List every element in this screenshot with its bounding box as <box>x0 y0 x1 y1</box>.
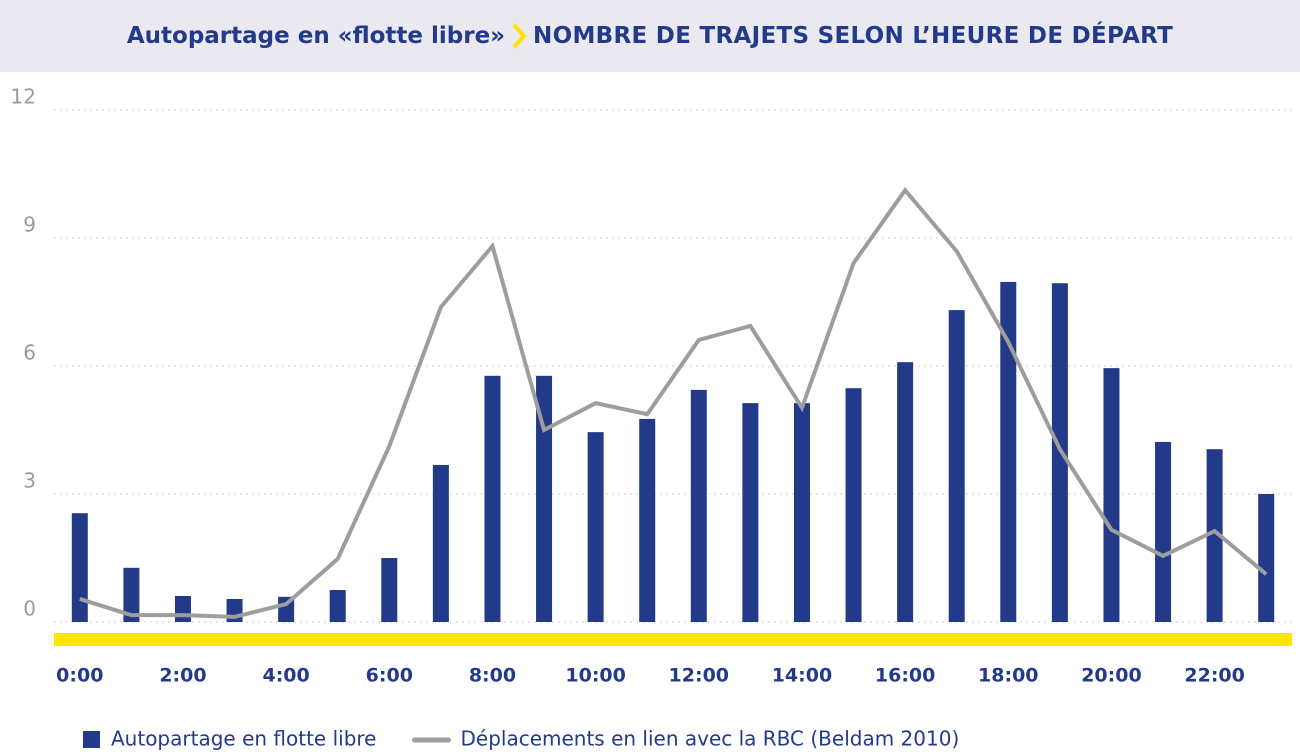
chevron <box>512 23 527 49</box>
chart-subtitle: NOMBRE DE TRAJETS SELON L’HEURE DE DÉPAR… <box>533 23 1174 49</box>
x-tick-label: 14:00 <box>772 665 832 687</box>
x-tick-label: 2:00 <box>159 665 206 687</box>
bar <box>897 362 914 622</box>
bar <box>123 567 140 622</box>
x-tick-label: 8:00 <box>469 665 516 687</box>
y-tick-label: 6 <box>23 341 36 365</box>
x-tick-label: 0:00 <box>56 665 103 687</box>
title-chevron <box>512 23 527 49</box>
legend-swatch <box>83 731 100 748</box>
bar <box>71 513 88 622</box>
bar <box>432 464 449 622</box>
bar <box>1206 449 1223 622</box>
bar <box>1258 494 1275 622</box>
bar <box>329 590 346 622</box>
bar <box>536 375 553 622</box>
y-tick-label: 12 <box>11 85 36 109</box>
bar <box>948 310 965 622</box>
x-tick-label: 16:00 <box>875 665 935 687</box>
bar <box>845 388 862 622</box>
bar <box>690 389 707 622</box>
title-bar: Autopartage en «flotte libre» NOMBRE DE … <box>0 0 1300 72</box>
bar <box>484 375 501 622</box>
x-tick-label: 4:00 <box>262 665 309 687</box>
y-tick-label: 3 <box>23 469 36 493</box>
legend-label: Déplacements en lien avec la RBC (Beldam… <box>460 727 959 751</box>
axis-band <box>54 633 1292 646</box>
legend-label: Autopartage en flotte libre <box>111 727 376 751</box>
x-tick-label: 20:00 <box>1081 665 1141 687</box>
y-tick-label: 9 <box>23 213 36 237</box>
bar <box>1000 281 1017 622</box>
bar <box>793 403 810 622</box>
x-tick-label: 12:00 <box>669 665 729 687</box>
bar <box>587 432 604 622</box>
bar <box>174 595 191 622</box>
bar <box>742 403 759 622</box>
line <box>79 186 1268 619</box>
x-tick-label: 18:00 <box>978 665 1038 687</box>
x-tick-label: 22:00 <box>1184 665 1244 687</box>
bar <box>639 418 656 622</box>
x-tick-label: 6:00 <box>366 665 413 687</box>
bar <box>381 558 398 622</box>
bar <box>1103 368 1120 622</box>
y-tick-label: 0 <box>23 597 36 621</box>
bar <box>1155 441 1172 622</box>
x-tick-label: 10:00 <box>565 665 625 687</box>
chart-title: Autopartage en «flotte libre» <box>126 23 506 49</box>
